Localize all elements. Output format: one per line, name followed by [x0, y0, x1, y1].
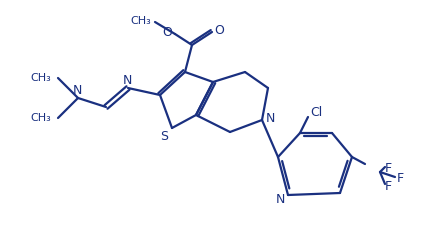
Text: F: F — [397, 171, 404, 184]
Text: S: S — [160, 130, 168, 143]
Text: O: O — [162, 26, 172, 38]
Text: CH₃: CH₃ — [131, 16, 152, 26]
Text: O: O — [214, 24, 224, 37]
Text: N: N — [275, 193, 284, 206]
Text: N: N — [265, 112, 275, 125]
Text: CH₃: CH₃ — [31, 73, 52, 83]
Text: N: N — [122, 74, 132, 87]
Text: F: F — [385, 180, 391, 193]
Text: Cl: Cl — [310, 105, 322, 118]
Text: F: F — [385, 162, 391, 175]
Text: N: N — [72, 84, 82, 97]
Text: CH₃: CH₃ — [31, 112, 52, 122]
